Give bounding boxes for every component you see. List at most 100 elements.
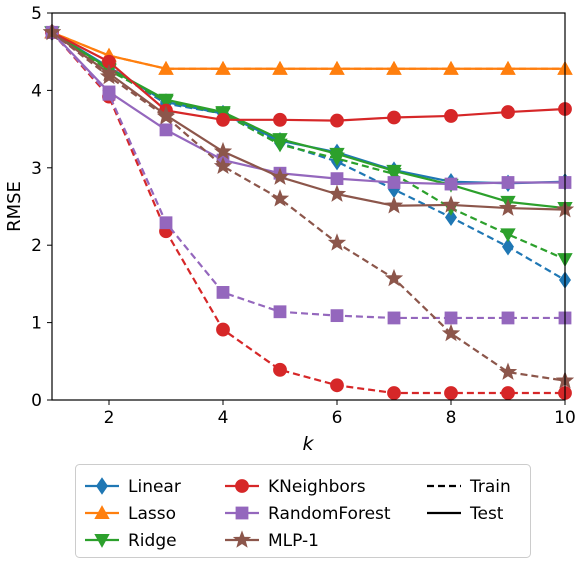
series-line-kneighbors-test — [51, 31, 566, 122]
series-line-randomforest-train — [51, 31, 565, 320]
legend-swatch-marker — [96, 477, 108, 495]
series-linear-train — [46, 23, 571, 289]
plot-frame — [51, 12, 566, 401]
data-point-lasso-train-4 — [215, 60, 231, 75]
series-line-mlp-1-test — [51, 31, 566, 211]
series-line-ridge-test — [51, 31, 566, 210]
data-point-kneighbors-train-6 — [330, 378, 344, 393]
data-point-randomforest-train-5 — [273, 305, 287, 319]
legend-entry-lasso: Lasso — [85, 504, 176, 524]
series-linear-test — [46, 23, 571, 192]
y-tick-label: 3 — [31, 159, 42, 179]
data-point-ridge-train-7 — [386, 167, 402, 182]
data-point-kneighbors-train-4 — [216, 322, 230, 337]
data-point-kneighbors-train-9 — [501, 386, 515, 400]
data-point-randomforest-train-4 — [216, 286, 230, 299]
data-point-lasso-train-6 — [329, 60, 345, 75]
series-lasso-train — [44, 24, 573, 75]
plot-area — [42, 22, 575, 400]
data-point-mlp-1-train-5 — [270, 189, 290, 207]
data-point-mlp-1-train-3 — [156, 107, 176, 125]
data-point-kneighbors-test-6 — [330, 113, 344, 128]
data-point-lasso-train-9 — [500, 60, 516, 75]
data-point-mlp-1-test-5 — [270, 167, 290, 185]
series-line-randomforest-test — [51, 31, 565, 186]
series-lasso-test — [44, 24, 573, 75]
data-point-randomforest-test-3 — [159, 123, 173, 137]
legend-swatch-marker — [235, 506, 249, 520]
data-point-randomforest-train-9 — [501, 311, 515, 325]
series-line-linear-test — [51, 31, 566, 185]
legend-box — [75, 464, 531, 558]
y-tick-label: 1 — [31, 314, 42, 334]
legend-label: Ridge — [128, 531, 177, 551]
data-point-randomforest-train-7 — [387, 311, 401, 325]
data-point-linear-train-9 — [502, 238, 514, 256]
x-axis-label: k — [302, 433, 314, 455]
legend-swatch-marker — [232, 530, 252, 548]
data-point-mlp-1-test-9 — [498, 198, 518, 216]
data-point-randomforest-train-8 — [444, 311, 458, 325]
data-point-linear-train-8 — [445, 208, 457, 227]
data-point-randomforest-test-8 — [444, 177, 458, 191]
data-point-kneighbors-test-8 — [444, 109, 458, 123]
axes: 2 4 6 8 10 0 1 2 3 4 5 — [31, 4, 576, 428]
series-kneighbors-train — [45, 25, 572, 400]
legend-label: Linear — [128, 477, 181, 497]
data-point-kneighbors-test-7 — [387, 110, 401, 125]
legend-entry-mlp-1: MLP-1 — [225, 530, 319, 551]
data-point-randomforest-train-6 — [330, 309, 344, 323]
data-point-kneighbors-train-8 — [444, 386, 458, 400]
data-point-mlp-1-test-8 — [441, 195, 461, 213]
data-point-randomforest-test-9 — [501, 176, 515, 189]
y-axis-label: RMSE — [4, 181, 25, 232]
data-point-ridge-train-3 — [158, 95, 174, 110]
data-point-kneighbors-test-5 — [273, 112, 287, 127]
series-randomforest-test — [45, 25, 572, 191]
data-point-mlp-1-test-6 — [327, 184, 347, 202]
legend-label: KNeighbors — [268, 477, 366, 497]
data-point-randomforest-train-3 — [159, 216, 173, 230]
data-point-kneighbors-test-4 — [216, 112, 230, 127]
legend: Linear Lasso Ridge KNeighbors RandomForest ML… — [75, 464, 531, 558]
legend-swatch-marker — [235, 479, 249, 493]
legend-swatch-marker — [94, 534, 110, 548]
x-tick-label: 8 — [446, 408, 457, 428]
legend-label: Lasso — [128, 504, 176, 524]
legend-entry-test: Test — [427, 504, 504, 524]
legend-label: RandomForest — [268, 504, 391, 524]
legend-entry-ridge: Ridge — [85, 531, 177, 551]
legend-entry-train: Train — [427, 477, 511, 497]
x-tick-label: 6 — [332, 408, 343, 428]
legend-label: MLP-1 — [268, 531, 319, 551]
y-tick-label: 2 — [31, 236, 42, 256]
series-randomforest-train — [45, 25, 572, 325]
legend-label: Train — [469, 477, 511, 497]
data-point-mlp-1-train-9 — [498, 362, 518, 380]
data-point-randomforest-test-6 — [330, 172, 344, 186]
y-tick-label: 5 — [31, 4, 42, 24]
series-line-kneighbors-train — [51, 31, 565, 395]
data-point-lasso-train-7 — [386, 60, 402, 75]
y-tick-label: 0 — [31, 391, 42, 411]
data-point-mlp-1-train-2 — [99, 66, 119, 85]
data-point-ridge-train-5 — [272, 138, 288, 153]
series-mlp-1-train — [42, 22, 575, 389]
x-tick-label: 4 — [218, 408, 229, 428]
data-point-kneighbors-train-5 — [273, 362, 287, 377]
data-point-mlp-1-test-4 — [213, 141, 233, 160]
data-point-kneighbors-train-7 — [387, 386, 401, 400]
legend-entry-linear: Linear — [85, 477, 181, 497]
x-tick-label: 2 — [104, 408, 115, 428]
data-point-ridge-train-6 — [329, 152, 345, 167]
data-point-kneighbors-test-9 — [501, 105, 515, 119]
data-point-mlp-1-train-6 — [327, 233, 347, 251]
data-point-randomforest-test-7 — [387, 176, 401, 189]
data-point-mlp-1-train-7 — [384, 268, 404, 287]
x-tick-label: 10 — [554, 408, 576, 428]
legend-entry-kneighbors: KNeighbors — [225, 477, 366, 497]
series-line-lasso-test — [51, 31, 565, 70]
data-point-mlp-1-test-7 — [384, 196, 404, 214]
data-point-lasso-train-8 — [443, 60, 459, 75]
